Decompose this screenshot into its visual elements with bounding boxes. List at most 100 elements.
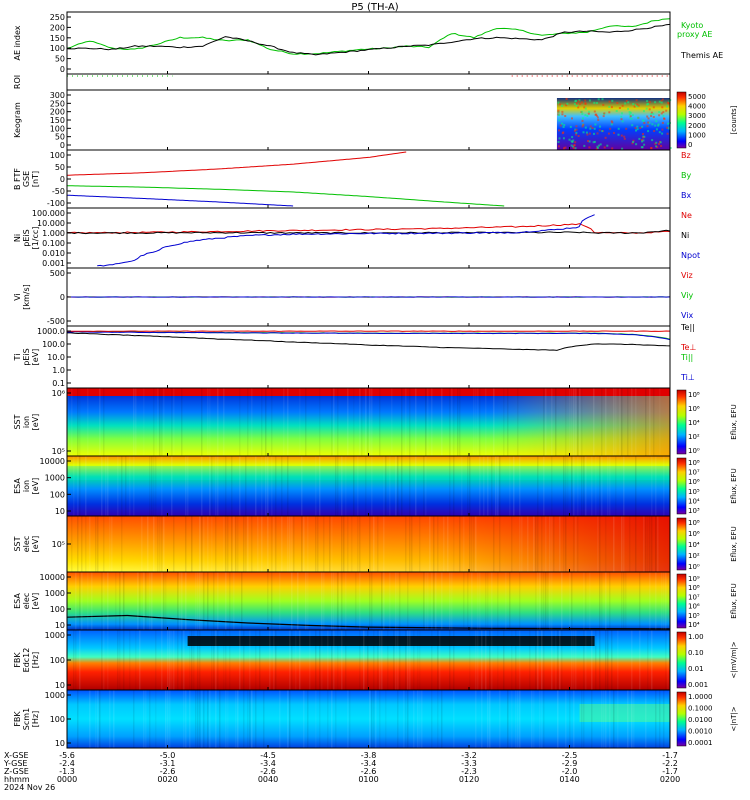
y-axis-label: [km/s] — [22, 284, 31, 310]
legend-temperature: Ti⊥ — [680, 373, 695, 382]
keogram-pixel — [582, 131, 585, 134]
fbk_e-stripe — [417, 630, 419, 690]
sst_ion-stripe — [239, 388, 241, 456]
fbk_b-stripe — [95, 690, 97, 748]
esa_ion-stripe — [271, 456, 273, 516]
keogram-pixel — [642, 133, 644, 135]
sst_ion-stripe — [631, 388, 633, 456]
esa_ion-stripe — [537, 456, 539, 516]
esa_elec-stripe — [337, 572, 339, 630]
sst_ion-stripe — [579, 388, 581, 456]
fbk_b-stripe — [99, 690, 101, 748]
sst_elec-stripe — [121, 516, 123, 572]
sst_elec-stripe — [369, 516, 371, 572]
keogram-pixel — [636, 116, 639, 119]
y-tick-label: -50 — [52, 187, 65, 196]
sst_elec-stripe — [459, 516, 461, 572]
esa_elec-stripe — [433, 572, 435, 630]
fbk_e-stripe — [409, 630, 411, 690]
esa_elec-stripe — [321, 572, 323, 630]
esa_ion-colorbar — [676, 457, 687, 515]
esa_elec-stripe — [383, 572, 385, 630]
sst_elec-stripe — [257, 516, 259, 572]
sst_ion-stripe — [217, 388, 219, 456]
esa_ion-stripe — [519, 456, 521, 516]
x-tick-ygse: -3.3 — [461, 759, 477, 768]
esa_elec-stripe — [137, 572, 139, 630]
keogram-pixel — [598, 129, 601, 132]
y-tick-label: 100 — [50, 151, 65, 160]
keogram-pixel — [663, 117, 665, 120]
keogram-pixel — [648, 108, 651, 111]
sst_ion-stripe — [405, 388, 407, 456]
keogram-pixel — [621, 112, 623, 115]
keogram-pixel — [647, 121, 650, 124]
esa_ion-stripe — [155, 456, 157, 516]
esa_elec-stripe — [649, 572, 651, 630]
series-line-bz — [67, 151, 407, 176]
sst_ion-stripe — [545, 388, 547, 456]
y-tick-label: 1000 — [45, 631, 65, 640]
esa_elec-stripe — [471, 572, 473, 630]
sst_elec-stripe — [343, 516, 345, 572]
esa_elec-stripe — [123, 572, 125, 630]
colorbar-tick-label: 0.01 — [688, 665, 704, 673]
keogram-pixel — [636, 103, 639, 106]
esa_elec-stripe — [359, 572, 361, 630]
sst_ion-stripe — [347, 388, 349, 456]
y-tick-label: 1000 — [45, 691, 65, 700]
esa_elec-stripe — [449, 572, 451, 630]
keogram-pixel — [608, 111, 611, 114]
sst_ion-stripe — [575, 388, 577, 456]
fbk_b-stripe — [199, 690, 201, 748]
fbk_b-stripe — [255, 690, 257, 748]
esa_elec-stripe — [541, 572, 543, 630]
fbk_b-stripe — [609, 690, 611, 748]
fbk_b-stripe — [517, 690, 519, 748]
keogram-pixel — [588, 132, 591, 135]
keogram-pixel — [661, 121, 664, 124]
keogram-pixel — [601, 130, 604, 133]
esa_ion-spectrogram — [67, 456, 670, 516]
sst_elec-stripe — [511, 516, 513, 572]
esa_ion-stripe — [415, 456, 417, 516]
esa_elec-stripe — [535, 572, 537, 630]
esa_elec-stripe — [213, 572, 215, 630]
colorbar-tick-label: 10⁸ — [688, 391, 700, 399]
esa_elec-stripe — [75, 572, 77, 630]
fbk_e-stripe — [363, 630, 365, 690]
sst_elec-stripe — [231, 516, 233, 572]
fbk_e-stripe — [559, 630, 561, 690]
colorbar-label: Eflux, EFU — [730, 526, 738, 561]
fbk_b-stripe — [421, 690, 423, 748]
sst_elec-stripe — [597, 516, 599, 572]
fbk_e-stripe — [477, 630, 479, 690]
keogram-pixel — [601, 98, 604, 101]
keogram-pixel — [580, 101, 583, 104]
x-row-label: 2024 Nov 26 — [4, 783, 55, 792]
colorbar-label: <|mV/m|> — [730, 641, 738, 678]
fbk_e-stripe — [535, 630, 537, 690]
keogram-pixel — [628, 111, 631, 113]
x-row-label: hhmm — [4, 775, 30, 784]
keogram-pixel — [595, 102, 598, 104]
keogram-pixel — [575, 133, 577, 136]
y-tick-label: 0 — [60, 141, 65, 150]
esa_ion-stripe — [571, 456, 573, 516]
esa_elec-stripe — [467, 572, 469, 630]
esa_ion-stripe — [469, 456, 471, 516]
keogram-pixel — [616, 102, 619, 104]
keogram-pixel — [651, 139, 654, 142]
esa_ion-stripe — [651, 456, 653, 516]
keogram-pixel — [593, 110, 596, 113]
keogram-pixel — [667, 122, 670, 125]
sst_elec-stripe — [629, 516, 631, 572]
sst_elec-stripe — [185, 516, 187, 572]
x-tick-zgse: -1.3 — [59, 767, 75, 776]
sst_ion-stripe — [305, 388, 307, 456]
esa_ion-stripe — [209, 456, 211, 516]
sst_elec-stripe — [621, 516, 623, 572]
fbk_e-stripe — [583, 630, 585, 690]
keogram-pixel — [646, 103, 649, 106]
esa_elec-stripe — [81, 572, 83, 630]
